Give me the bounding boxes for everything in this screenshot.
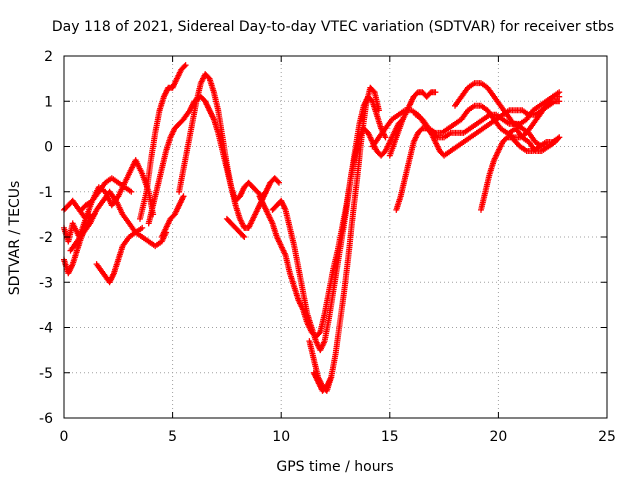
data-point-track — [393, 98, 563, 213]
data-point-track — [452, 80, 563, 127]
x-tick-label: 0 — [60, 429, 69, 445]
data-point-track — [506, 125, 558, 154]
data-point-track — [158, 193, 187, 240]
axis-ticks: 0 5 10 15 20 25 -6 -5 -4 -3 -2 -1 0 1 2 — [39, 49, 616, 445]
y-tick-label: -1 — [39, 185, 53, 201]
y-axis-label: SDTVAR / TECUs — [7, 181, 23, 296]
y-tick-label: -6 — [39, 411, 53, 427]
data-point-track — [93, 224, 146, 286]
data-point-track — [310, 369, 335, 394]
y-tick-label: -4 — [39, 321, 53, 337]
data-point-track — [478, 134, 563, 213]
chart-title: Day 118 of 2021, Sidereal Day-to-day VTE… — [52, 19, 614, 35]
data-point-track — [223, 215, 248, 240]
data-point-track — [78, 175, 135, 213]
data-point-track — [67, 188, 170, 254]
y-tick-label: 2 — [44, 49, 53, 65]
x-tick-label: 15 — [381, 429, 399, 445]
data-point-track — [412, 93, 563, 141]
y-tick-label: 0 — [44, 140, 53, 156]
x-tick-label: 20 — [489, 429, 507, 445]
x-tick-label: 10 — [272, 429, 290, 445]
y-tick-label: -2 — [39, 230, 53, 246]
x-tick-label: 25 — [598, 429, 616, 445]
data-point-track — [386, 89, 439, 159]
y-tick-label: -5 — [39, 366, 53, 382]
data-point-track — [176, 71, 269, 204]
data-point-track — [137, 62, 189, 222]
y-tick-label: 1 — [44, 94, 53, 110]
x-tick-label: 5 — [168, 429, 177, 445]
y-tick-label: -3 — [39, 275, 53, 291]
x-axis-label: GPS time / hours — [276, 459, 393, 475]
